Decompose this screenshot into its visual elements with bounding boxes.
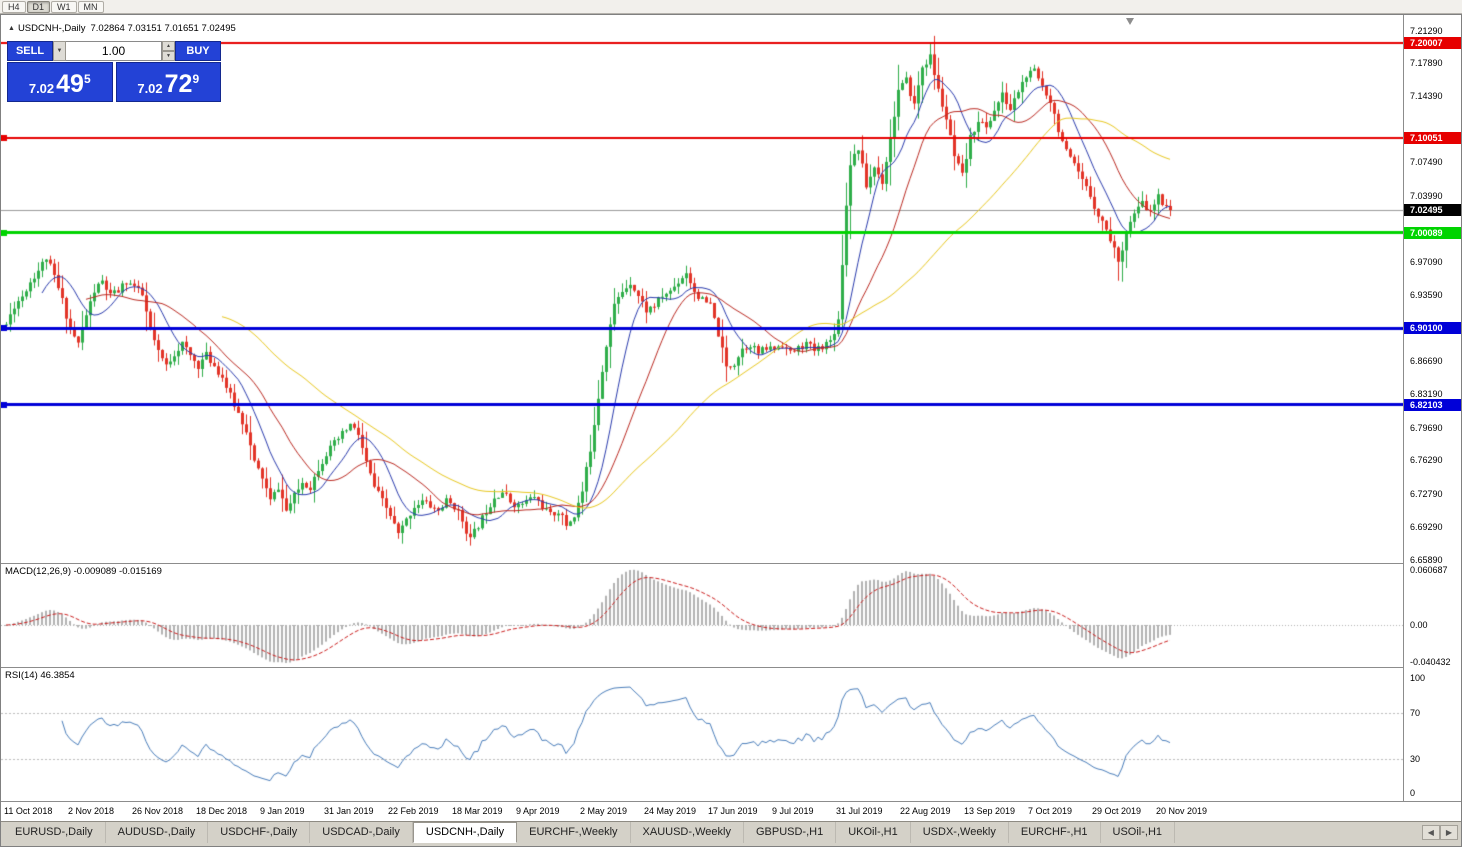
price-axis-label: 6.76290 <box>1410 455 1443 466</box>
buy-price-pips: 72 <box>164 70 193 98</box>
price-level-badge: 7.10051 <box>1404 131 1461 144</box>
price-axis: 7.21290 7.17890 7.14390 7.07490 7.03990 6.970… <box>1404 15 1461 801</box>
price-axis-label: 6.72790 <box>1410 488 1443 499</box>
timeframe-buttons: H4 D1 W1 MN <box>2 0 104 13</box>
volume-spinner: ▲ ▼ <box>162 41 175 61</box>
rsi-axis-label: 30 <box>1410 753 1421 764</box>
buy-button[interactable]: BUY <box>175 41 221 61</box>
chart-header: ▲ USDCNH-,Daily 7.02864 7.03151 7.01651 7.… <box>8 23 236 34</box>
date-label: 18 Dec 2018 <box>196 806 248 816</box>
price-axis-label: 6.79690 <box>1410 422 1443 433</box>
chart-shift-marker <box>1126 18 1134 25</box>
buy-price-major: 7.02 <box>137 81 163 96</box>
rsi-axis-label: 100 <box>1410 673 1426 683</box>
price-axis-label: 7.14390 <box>1410 91 1443 102</box>
date-label: 11 Oct 2018 <box>4 806 53 816</box>
date-label: 18 Mar 2019 <box>452 806 503 816</box>
chart-tab-xauusd-weekly[interactable]: XAUUSD-,Weekly <box>631 822 744 843</box>
timeframe-button-mn[interactable]: MN <box>77 0 104 13</box>
price-axis-label: 6.65890 <box>1410 554 1443 565</box>
date-label: 7 Oct 2019 <box>1028 806 1073 816</box>
symbol-marker-icon: ▲ <box>8 25 15 32</box>
chart-tab-usdcad-daily[interactable]: USDCAD-,Daily <box>310 822 413 843</box>
one-click-trade-panel: SELL ▼ ▲ ▼ BUY 7.02 49 5 7.02 72 <box>7 41 221 102</box>
chart-tab-audusd-daily[interactable]: AUDUSD-,Daily <box>106 822 209 843</box>
macd-axis-label: 0.00 <box>1410 620 1428 630</box>
price-axis-separator <box>1403 15 1404 801</box>
volume-dropdown-button[interactable]: ▼ <box>53 41 66 61</box>
chart-tab-gbpusd-h1[interactable]: GBPUSD-,H1 <box>744 822 837 843</box>
date-label: 17 Jun 2019 <box>708 806 758 816</box>
chart-tabs: EURUSD-,Daily AUDUSD-,Daily USDCHF-,Daily U… <box>3 822 1461 843</box>
price-level-badge: 7.00089 <box>1404 226 1461 239</box>
timeframe-button-w1[interactable]: W1 <box>51 0 77 13</box>
chart-tab-bar: EURUSD-,Daily AUDUSD-,Daily USDCHF-,Daily U… <box>1 821 1461 846</box>
volume-increase-button[interactable]: ▲ <box>162 41 175 51</box>
chart-tab-usdx-weekly[interactable]: USDX-,Weekly <box>911 822 1009 843</box>
price-axis-label: 6.83190 <box>1410 389 1443 400</box>
sell-price-button[interactable]: 7.02 49 5 <box>7 62 113 102</box>
sell-price-major: 7.02 <box>28 81 55 96</box>
buy-price-point: 9 <box>192 72 200 86</box>
price-axis-label: 6.93590 <box>1410 290 1443 301</box>
volume-decrease-button[interactable]: ▼ <box>162 51 175 61</box>
sell-price-point: 5 <box>83 72 91 86</box>
date-label: 9 Jan 2019 <box>260 806 305 816</box>
chart-tab-ukoil-h1[interactable]: UKOil-,H1 <box>836 822 911 843</box>
tabs-scroll-left-button[interactable]: ◀ <box>1421 825 1440 840</box>
date-label: 13 Sep 2019 <box>964 806 1016 816</box>
date-label: 24 May 2019 <box>644 806 697 816</box>
rsi-axis-label: 0 <box>1410 788 1416 798</box>
timeframe-button-h4[interactable]: H4 <box>2 0 26 13</box>
date-label: 31 Jan 2019 <box>324 806 374 816</box>
price-level-badge: 6.82103 <box>1404 398 1461 411</box>
price-axis-label: 7.17890 <box>1410 57 1443 68</box>
time-axis: 11 Oct 2018 2 Nov 2018 26 Nov 2018 18 Dec 2… <box>1 801 1461 821</box>
macd-axis-label: 0.060687 <box>1410 565 1448 575</box>
price-level-badge: 6.90100 <box>1404 322 1461 335</box>
pane-separator-rsi[interactable] <box>1 667 1461 668</box>
volume-input[interactable] <box>66 41 162 61</box>
sell-price-pips: 49 <box>56 70 84 98</box>
sell-button[interactable]: SELL <box>7 41 53 61</box>
pane-separator-macd[interactable] <box>1 563 1461 564</box>
macd-label: MACD(12,26,9) -0.009089 -0.015169 <box>5 566 162 577</box>
timeframe-button-d1[interactable]: D1 <box>26 0 51 13</box>
date-label: 9 Apr 2019 <box>516 806 560 816</box>
chart-tab-eurchf-h1[interactable]: EURCHF-,H1 <box>1009 822 1101 843</box>
price-axis-label: 6.97090 <box>1410 256 1443 267</box>
chart-tab-usoil-h1[interactable]: USOil-,H1 <box>1101 822 1176 843</box>
macd-axis-label: -0.040432 <box>1410 656 1451 667</box>
timeframe-toolbar: H4 D1 W1 MN <box>0 0 1462 14</box>
date-label: 31 Jul 2019 <box>836 806 883 816</box>
date-label: 22 Feb 2019 <box>388 806 439 816</box>
chart-tab-eurusd-daily[interactable]: EURUSD-,Daily <box>3 822 106 843</box>
price-axis-label: 7.03990 <box>1410 190 1443 201</box>
date-label: 29 Oct 2019 <box>1092 806 1142 816</box>
chart-window: ▲ USDCNH-,Daily 7.02864 7.03151 7.01651 7.… <box>0 14 1462 847</box>
price-level-badge: 7.20007 <box>1404 36 1461 49</box>
chart-tab-usdcnh-daily[interactable]: USDCNH-,Daily <box>412 822 518 843</box>
date-label: 26 Nov 2018 <box>132 806 184 816</box>
chart-canvas[interactable] <box>1 15 1403 801</box>
rsi-axis-label: 70 <box>1410 707 1421 718</box>
tabs-scroll-right-button[interactable]: ▶ <box>1439 825 1458 840</box>
date-label: 2 Nov 2018 <box>68 806 115 816</box>
date-label: 9 Jul 2019 <box>772 806 814 816</box>
chart-tab-usdchf-daily[interactable]: USDCHF-,Daily <box>208 822 311 843</box>
chart-ohlc-values: 7.02864 7.03151 7.01651 7.02495 <box>90 23 236 34</box>
chart-tab-eurchf-weekly[interactable]: EURCHF-,Weekly <box>517 822 631 843</box>
price-axis-label: 7.21290 <box>1410 25 1443 36</box>
buy-price-button[interactable]: 7.02 72 9 <box>115 62 221 102</box>
current-price-badge: 7.02495 <box>1404 204 1461 216</box>
price-axis-label: 7.07490 <box>1410 157 1443 168</box>
date-label: 22 Aug 2019 <box>900 806 951 816</box>
rsi-label: RSI(14) 46.3854 <box>5 670 75 681</box>
chart-title: USDCNH-,Daily <box>17 23 86 34</box>
date-label: 2 May 2019 <box>580 806 628 816</box>
date-label: 20 Nov 2019 <box>1156 806 1208 816</box>
price-axis-label: 6.69290 <box>1410 522 1443 533</box>
price-axis-label: 6.86690 <box>1410 355 1443 366</box>
